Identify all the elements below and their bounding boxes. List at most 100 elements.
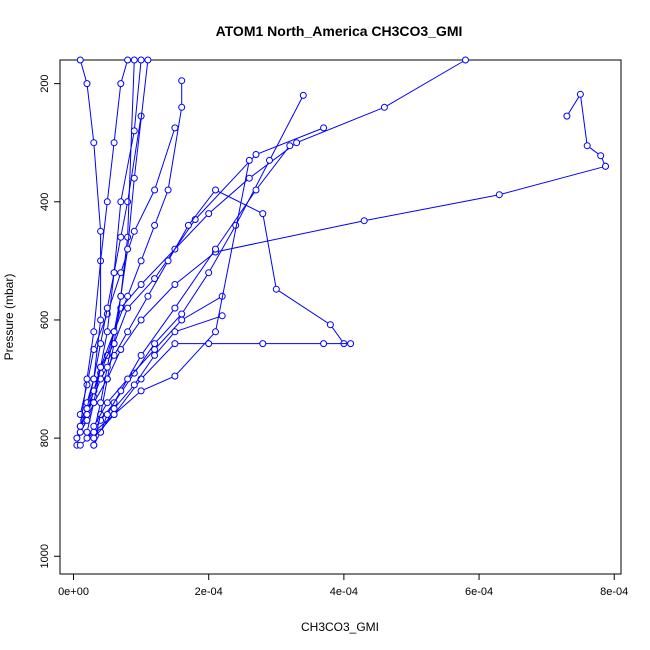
series-12 (83, 56, 145, 436)
series-line (76, 127, 324, 439)
data-point (83, 428, 91, 436)
x-axis: 0e+00 2e-04 4e-04 6e-04 8e-04 (58, 574, 628, 598)
x-tick-label: 8e-04 (600, 586, 628, 598)
data-point (130, 227, 138, 235)
data-point (178, 316, 186, 324)
data-point (130, 56, 138, 64)
data-point (137, 375, 145, 383)
y-tick-label: 200 (39, 74, 51, 92)
series-6 (83, 91, 307, 442)
data-point (83, 411, 91, 418)
data-point (320, 124, 328, 132)
data-point (124, 245, 132, 253)
data-point (259, 340, 267, 348)
series-4 (76, 186, 348, 430)
data-point (83, 434, 91, 442)
data-point (151, 346, 159, 353)
data-point (83, 375, 91, 383)
data-point (90, 328, 98, 336)
x-axis-label: CH3CO3_GMI (301, 620, 379, 634)
data-point (76, 428, 84, 436)
data-point (90, 399, 98, 407)
data-point (293, 139, 301, 147)
data-point (117, 292, 125, 300)
data-point (320, 340, 328, 348)
data-point (360, 217, 368, 225)
data-point (212, 186, 219, 194)
series-line (93, 160, 250, 439)
data-point (76, 422, 84, 430)
series-13 (90, 56, 152, 436)
data-point (83, 405, 91, 413)
data-point (137, 281, 145, 288)
series-17 (90, 292, 226, 430)
data-point (124, 328, 132, 336)
series-line (100, 315, 223, 433)
data-point (171, 124, 179, 132)
data-point (130, 381, 138, 389)
series-line (79, 343, 351, 446)
data-point (83, 80, 91, 88)
data-point (83, 381, 91, 389)
data-point (272, 285, 280, 293)
x-tick-label: 4e-04 (330, 586, 358, 598)
data-point (103, 363, 111, 371)
data-point (110, 269, 118, 277)
data-point (184, 221, 192, 229)
y-tick-label: 600 (39, 311, 51, 329)
data-point (218, 312, 226, 320)
data-point (97, 316, 105, 324)
data-point (76, 441, 84, 449)
series-3 (76, 162, 609, 436)
data-point (90, 139, 98, 147)
data-point (462, 56, 469, 64)
data-point (144, 56, 152, 64)
x-tick-label: 0e+00 (58, 586, 89, 598)
data-point (171, 340, 179, 348)
data-point (97, 428, 105, 436)
data-point (563, 112, 571, 120)
data-point (212, 245, 219, 253)
data-point (212, 328, 219, 336)
data-point (151, 340, 159, 348)
data-point (110, 411, 118, 418)
data-point (137, 257, 145, 265)
series-line (86, 59, 142, 433)
data-point (76, 56, 84, 64)
y-tick-label: 800 (39, 429, 51, 447)
y-tick-label: 1000 (39, 544, 51, 568)
data-point (380, 103, 388, 111)
data-point (144, 292, 152, 300)
data-point (576, 90, 584, 98)
data-point (151, 186, 159, 194)
data-point (97, 227, 105, 235)
data-point (205, 340, 213, 348)
data-point (266, 156, 273, 164)
series-line (79, 59, 129, 427)
series-10 (83, 112, 145, 407)
data-point (205, 269, 213, 277)
data-point (151, 351, 159, 359)
data-point (252, 151, 260, 158)
y-axis: 200 400 600 800 1000 (39, 74, 60, 569)
series-line (79, 165, 606, 433)
data-point (259, 210, 267, 218)
data-point (124, 292, 132, 300)
data-point (171, 328, 179, 336)
data-point (495, 191, 503, 199)
data-point (90, 422, 98, 430)
y-axis-label: Pressure (mbar) (2, 274, 16, 361)
series-16 (563, 90, 609, 170)
data-point (151, 221, 159, 229)
data-point (347, 340, 355, 348)
data-point (117, 233, 125, 241)
data-point (178, 103, 186, 111)
data-point (245, 156, 253, 164)
y-tick-label: 400 (39, 193, 51, 211)
data-point (130, 127, 138, 135)
data-point (117, 198, 125, 206)
data-point (130, 174, 138, 182)
series-9 (76, 124, 179, 418)
series-15 (76, 56, 105, 413)
